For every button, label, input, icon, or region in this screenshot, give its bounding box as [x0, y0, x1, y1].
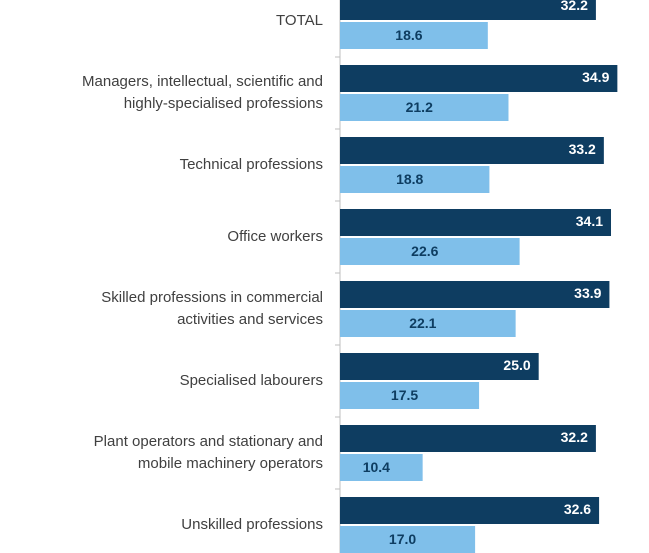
bar [340, 238, 520, 265]
category-label: TOTAL [276, 12, 323, 29]
category-label: Skilled professions in commercial [101, 289, 323, 306]
bar [340, 94, 509, 121]
value-label: 17.5 [391, 387, 418, 403]
value-label: 25.0 [503, 357, 530, 373]
bar [340, 425, 596, 452]
bar [340, 209, 612, 236]
category-label: Specialised labourers [180, 372, 323, 389]
value-label: 33.2 [569, 141, 596, 157]
category-label: Managers, intellectual, scientific and [82, 73, 323, 90]
value-label: 32.2 [561, 429, 588, 445]
bar [340, 526, 476, 553]
value-label: 18.6 [395, 27, 422, 43]
bar [340, 310, 516, 337]
category-label: mobile machinery operators [138, 455, 323, 472]
bar [340, 0, 596, 20]
bar [340, 281, 610, 308]
value-label: 34.1 [576, 213, 603, 229]
value-label: 21.2 [406, 99, 433, 115]
value-label: 33.9 [574, 285, 601, 301]
bar [340, 137, 604, 164]
value-label: 32.2 [561, 0, 588, 13]
value-label: 34.9 [582, 69, 609, 85]
value-label: 18.8 [396, 171, 423, 187]
value-label: 10.4 [363, 459, 390, 475]
bar [340, 454, 423, 481]
category-label: Office workers [227, 228, 323, 245]
bar [340, 166, 490, 193]
value-label: 17.0 [389, 531, 416, 547]
category-label: Technical professions [180, 156, 323, 173]
value-label: 22.1 [409, 315, 436, 331]
category-label: activities and services [177, 311, 323, 328]
value-label: 32.6 [564, 501, 591, 517]
bar [340, 22, 488, 49]
bar [340, 65, 618, 92]
bar [340, 353, 539, 380]
category-label: Plant operators and stationary and [94, 433, 323, 450]
category-label: highly-specialised professions [124, 95, 323, 112]
value-label: 22.6 [411, 243, 438, 259]
bar [340, 497, 600, 524]
category-label: Unskilled professions [181, 516, 323, 533]
bar [340, 382, 480, 409]
